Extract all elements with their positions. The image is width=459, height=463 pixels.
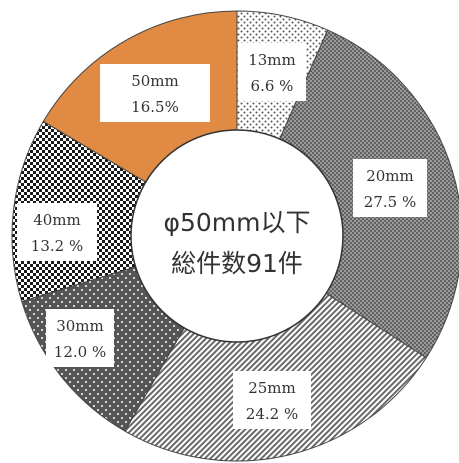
slice-label-25mm: 25mm 24.2 % xyxy=(233,371,311,429)
slice-label-box xyxy=(46,309,114,367)
slice-label-size: 30mm xyxy=(56,317,104,335)
slice-label-50mm: 50mm 16.5% xyxy=(100,64,210,122)
slice-label-box xyxy=(100,64,210,122)
donut-hole xyxy=(130,129,344,343)
slice-label-size: 40mm xyxy=(33,211,81,229)
slice-label-box xyxy=(238,43,306,101)
slice-label-box xyxy=(353,159,427,217)
slice-label-size: 25mm xyxy=(248,379,296,397)
slice-label-percent: 27.5 % xyxy=(364,193,416,211)
slice-label-40mm: 40mm 13.2 % xyxy=(17,203,97,261)
slice-label-percent: 24.2 % xyxy=(246,405,298,423)
center-label-line-2: 総件数91件 xyxy=(171,249,303,278)
slice-label-box xyxy=(233,371,311,429)
slice-label-size: 13mm xyxy=(248,51,296,69)
slice-label-13mm: 13mm 6.6 % xyxy=(238,43,306,101)
slice-label-percent: 6.6 % xyxy=(251,77,294,95)
slice-label-percent: 13.2 % xyxy=(31,237,83,255)
slice-label-20mm: 20mm 27.5 % xyxy=(353,159,427,217)
slice-label-size: 20mm xyxy=(366,167,414,185)
center-label-line-1: φ50mm以下 xyxy=(163,208,310,237)
slice-label-percent: 16.5% xyxy=(131,98,179,116)
slice-label-percent: 12.0 % xyxy=(54,343,106,361)
slice-labels: 13mm 6.6 % 20mm 27.5 % 25mm 24.2 % 30mm 12.0 % 4… xyxy=(17,43,427,429)
slice-label-30mm: 30mm 12.0 % xyxy=(46,309,114,367)
slice-label-size: 50mm xyxy=(131,72,179,90)
slice-label-box xyxy=(17,203,97,261)
